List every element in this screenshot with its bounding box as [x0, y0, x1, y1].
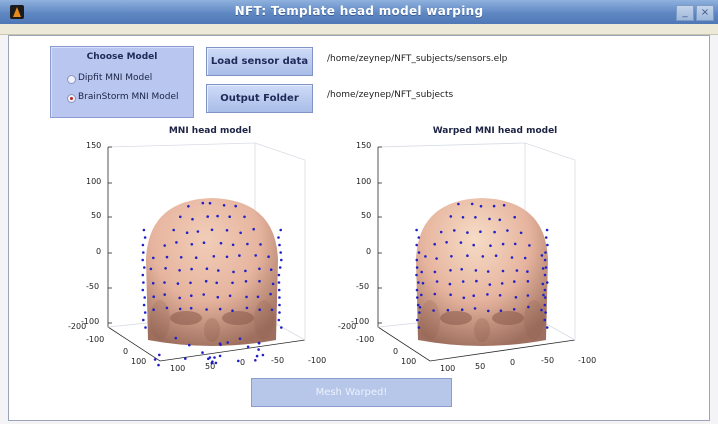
- z-tick-label: 100: [356, 177, 372, 186]
- x-tick-label: -100: [308, 356, 327, 365]
- load-sensor-data-button[interactable]: Load sensor data: [206, 47, 313, 76]
- close-button[interactable]: ×: [696, 5, 714, 21]
- choose-model-panel: Choose Model Dipfit MNI Model BrainStorm…: [50, 46, 194, 118]
- y-tick-label: -200: [68, 322, 87, 331]
- z-tick-label: 100: [86, 177, 102, 186]
- x-tick-label: -100: [578, 356, 597, 365]
- x-tick-label: 0: [240, 358, 246, 367]
- x-tick-label: -50: [271, 356, 285, 365]
- plot-title-mni: MNI head model: [168, 126, 252, 136]
- face-shading: [420, 300, 544, 342]
- x-tick-label: 0: [510, 358, 516, 367]
- toolbar-strip: [0, 24, 718, 35]
- z-tick-label: -50: [86, 282, 100, 291]
- y-tick-label: 0: [393, 347, 399, 356]
- x-tick-label: 100: [170, 364, 186, 373]
- z-tick-label: 0: [366, 247, 372, 256]
- sensor-points: [415, 202, 549, 329]
- radio-dipfit-label: Dipfit MNI Model: [78, 73, 153, 83]
- y-tick-label: 0: [123, 347, 129, 356]
- z-tick-label: 50: [361, 211, 372, 220]
- radio-brainstorm-indicator[interactable]: [67, 94, 76, 103]
- z-tick-label: -100: [81, 317, 100, 326]
- y-tick-label: 100: [401, 357, 417, 366]
- radio-brainstorm-label: BrainStorm MNI Model: [78, 92, 179, 102]
- output-folder-button[interactable]: Output Folder: [206, 84, 313, 113]
- y-tick-label: -100: [356, 335, 375, 344]
- radio-dipfit-indicator[interactable]: [67, 75, 76, 84]
- title-bar[interactable]: NFT: Template head model warping _ ×: [0, 0, 718, 24]
- sensor-points: [141, 201, 283, 367]
- y-tick-label: -200: [338, 322, 357, 331]
- z-tick-label: -100: [351, 317, 370, 326]
- z-tick-label: 150: [356, 141, 372, 150]
- choose-model-title: Choose Model: [86, 52, 158, 62]
- window-title: NFT: Template head model warping: [234, 4, 484, 18]
- x-tick-label: 100: [440, 364, 456, 373]
- z-tick-label: -50: [356, 282, 370, 291]
- y-tick-label: -100: [86, 335, 105, 344]
- z-tick-label: 0: [96, 247, 102, 256]
- sensor-file-path: /home/zeynep/NFT_subjects/sensors.elp: [327, 54, 508, 64]
- x-tick-label: 50: [205, 362, 216, 371]
- x-tick-label: 50: [475, 362, 486, 371]
- mesh-warped-button: Mesh Warped!: [251, 378, 452, 407]
- y-tick-label: 100: [131, 357, 147, 366]
- output-folder-path: /home/zeynep/NFT_subjects: [327, 90, 454, 100]
- minimize-button[interactable]: _: [676, 5, 694, 21]
- z-tick-label: 50: [91, 211, 102, 220]
- x-tick-label: -50: [541, 356, 555, 365]
- plot-title-warped: Warped MNI head model: [432, 126, 558, 136]
- matlab-icon: [10, 5, 24, 19]
- z-tick-label: 150: [86, 141, 102, 150]
